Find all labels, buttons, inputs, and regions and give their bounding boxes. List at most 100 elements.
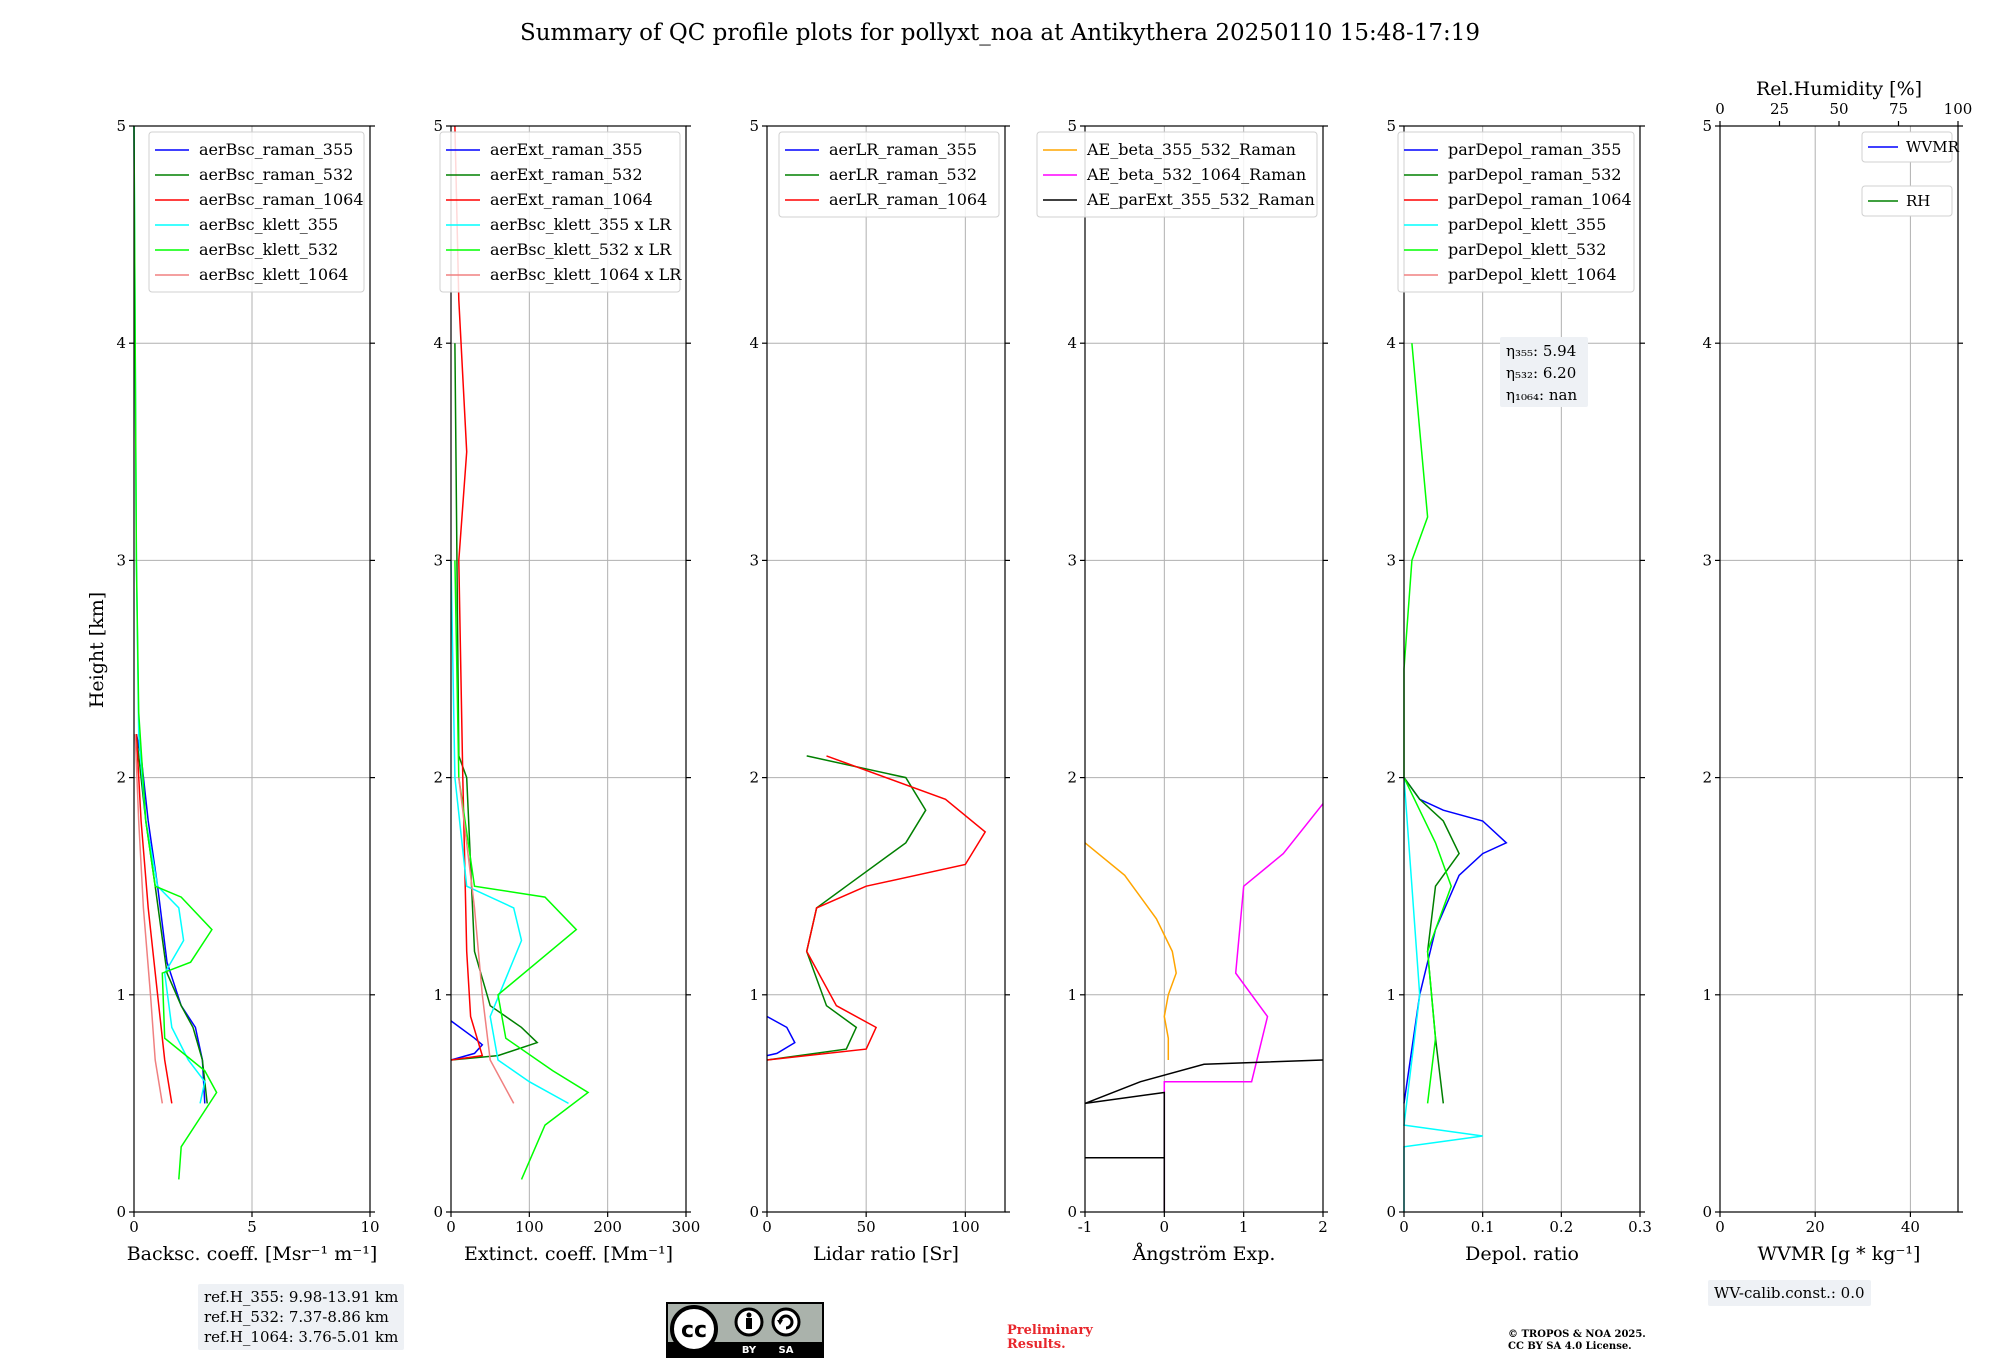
x-tick-label: 0	[129, 1218, 139, 1236]
cc-by-sa-icon: cc BY SA	[666, 1302, 824, 1358]
axes-frame	[1719, 125, 1959, 1213]
x2-axis-label: Rel.Humidity [%]	[1756, 78, 1922, 100]
legend-label: aerLR_raman_355	[829, 140, 977, 159]
reference-height-box: ref.H_355: 9.98-13.91 km ref.H_532: 7.37…	[198, 1284, 405, 1350]
legend-label: parDepol_raman_355	[1448, 140, 1621, 159]
y-tick-label: 0	[1702, 1203, 1712, 1221]
legend-label: parDepol_raman_532	[1448, 165, 1621, 184]
y-tick-label: 1	[1386, 986, 1396, 1004]
legend-box	[1861, 131, 1953, 163]
x-tick-label: 0.1	[1471, 1218, 1495, 1236]
series-line-AE_beta_532_1064_Raman	[1163, 803, 1324, 1212]
x-tick-label: 1	[1239, 1218, 1249, 1236]
y-tick-label: 1	[116, 986, 126, 1004]
preliminary-line: Preliminary	[1007, 1323, 1093, 1338]
x-tick-label: 10	[360, 1218, 379, 1236]
svg-text:cc: cc	[681, 1318, 707, 1343]
x-axis-label: WVMR [g * kg⁻¹]	[1758, 1243, 1921, 1265]
y-tick-label: 0	[116, 1203, 126, 1221]
y-tick-label: 0	[1386, 1203, 1396, 1221]
y-tick-label: 2	[1386, 769, 1396, 787]
series-line-aerBsc_raman_355	[135, 734, 206, 1104]
legend-label: aerBsc_klett_355	[199, 215, 338, 234]
preliminary-line: Results.	[1007, 1337, 1066, 1352]
legend-label: aerBsc_raman_532	[199, 165, 353, 184]
y-tick-label: 0	[749, 1203, 759, 1221]
x-axis-label: Depol. ratio	[1465, 1243, 1579, 1265]
y-tick-label: 3	[1386, 551, 1396, 569]
y-tick-label: 0	[433, 1203, 443, 1221]
series-line-aerBsc_klett_1064	[134, 734, 164, 1104]
series-line-aerBsc_klett_1064 x LR	[458, 777, 515, 1104]
wv-calib-box: WV-calib.const.: 0.0	[1708, 1280, 1871, 1306]
x-axis-label: Extinct. coeff. [Mm⁻¹]	[464, 1243, 673, 1265]
axes-frame	[1084, 125, 1324, 1213]
series-line-AE_parExt_355_532_Raman	[1084, 1059, 1324, 1212]
y-tick-label: 1	[1067, 986, 1077, 1004]
x2-tick-label: 75	[1889, 100, 1908, 118]
legend-label: RH	[1906, 192, 1930, 210]
y-tick-label: 3	[433, 551, 443, 569]
x-tick-label: 300	[672, 1218, 701, 1236]
legend-label: AE_beta_355_532_Raman	[1086, 140, 1296, 159]
x-tick-label: 5	[247, 1218, 257, 1236]
x-tick-label: 40	[1901, 1218, 1920, 1236]
y-tick-label: 4	[1386, 334, 1396, 352]
x-tick-label: 0	[446, 1218, 456, 1236]
x-tick-label: 100	[951, 1218, 980, 1236]
y-tick-label: 0	[1067, 1203, 1077, 1221]
y-tick-label: 5	[1702, 117, 1712, 135]
y-axis-label: Height [km]	[86, 592, 108, 708]
svg-text:SA: SA	[779, 1345, 794, 1356]
axes-frame	[766, 125, 1006, 1213]
y-tick-label: 3	[749, 551, 759, 569]
legend-label: AE_parExt_355_532_Raman	[1086, 190, 1315, 209]
eta-info-box	[1500, 337, 1588, 407]
series-line-aerLR_raman_355	[766, 1015, 796, 1057]
legend-label: aerExt_raman_355	[490, 140, 643, 159]
preliminary-note: Preliminary Results.	[1007, 1324, 1093, 1352]
series-line-aerBsc_klett_355 x LR	[450, 560, 569, 1105]
legend-box	[148, 131, 365, 293]
series-line-parDepol_klett_532	[1403, 343, 1452, 1104]
x-tick-label: 0	[762, 1218, 772, 1236]
x-tick-label: 0	[1160, 1218, 1170, 1236]
figure-title: Summary of QC profile plots for pollyxt_…	[519, 20, 1481, 46]
y-tick-label: 2	[749, 769, 759, 787]
y-tick-label: 4	[1702, 334, 1712, 352]
series-line-aerLR_raman_1064	[766, 755, 987, 1061]
axes-frame	[450, 125, 687, 1213]
x-tick-label: 0	[1399, 1218, 1409, 1236]
legend-label: WVMR	[1906, 138, 1960, 156]
legend-label: aerLR_raman_1064	[829, 190, 987, 209]
legend-box	[1861, 185, 1953, 217]
y-tick-label: 5	[749, 117, 759, 135]
y-tick-label: 2	[116, 769, 126, 787]
y-tick-label: 5	[433, 117, 443, 135]
series-line-aerBsc_klett_532	[133, 125, 218, 1180]
legend-label: aerBsc_klett_532	[199, 240, 338, 259]
x-tick-label: 50	[857, 1218, 876, 1236]
legend-label: aerExt_raman_532	[490, 165, 643, 184]
copyright-note: © TROPOS & NOA 2025. CC BY SA 4.0 Licens…	[1508, 1329, 1646, 1353]
panel-5	[1397, 125, 1645, 1217]
y-tick-label: 3	[1702, 551, 1712, 569]
copyright-line: CC BY SA 4.0 License.	[1508, 1341, 1632, 1352]
svg-text:BY: BY	[742, 1345, 757, 1356]
legend-label: aerBsc_raman_1064	[199, 190, 364, 209]
legend-label: parDepol_klett_355	[1448, 215, 1606, 234]
x-tick-label: 2	[1318, 1218, 1328, 1236]
legend-box	[778, 131, 1000, 218]
panel-3	[762, 125, 1010, 1217]
ref-line: ref.H_532: 7.37-8.86 km	[204, 1308, 389, 1326]
series-line-aerBsc_raman_1064	[135, 734, 173, 1104]
x-tick-label: 0.2	[1549, 1218, 1573, 1236]
x-axis-label: Backsc. coeff. [Msr⁻¹ m⁻¹]	[127, 1243, 378, 1265]
legend-label: aerExt_raman_1064	[490, 190, 653, 209]
series-line-aerExt_raman_1064	[450, 125, 484, 1061]
y-tick-label: 5	[116, 117, 126, 135]
legend-label: aerBsc_klett_1064 x LR	[490, 265, 682, 284]
x2-tick-label: 100	[1944, 100, 1973, 118]
panel-1	[129, 125, 375, 1217]
